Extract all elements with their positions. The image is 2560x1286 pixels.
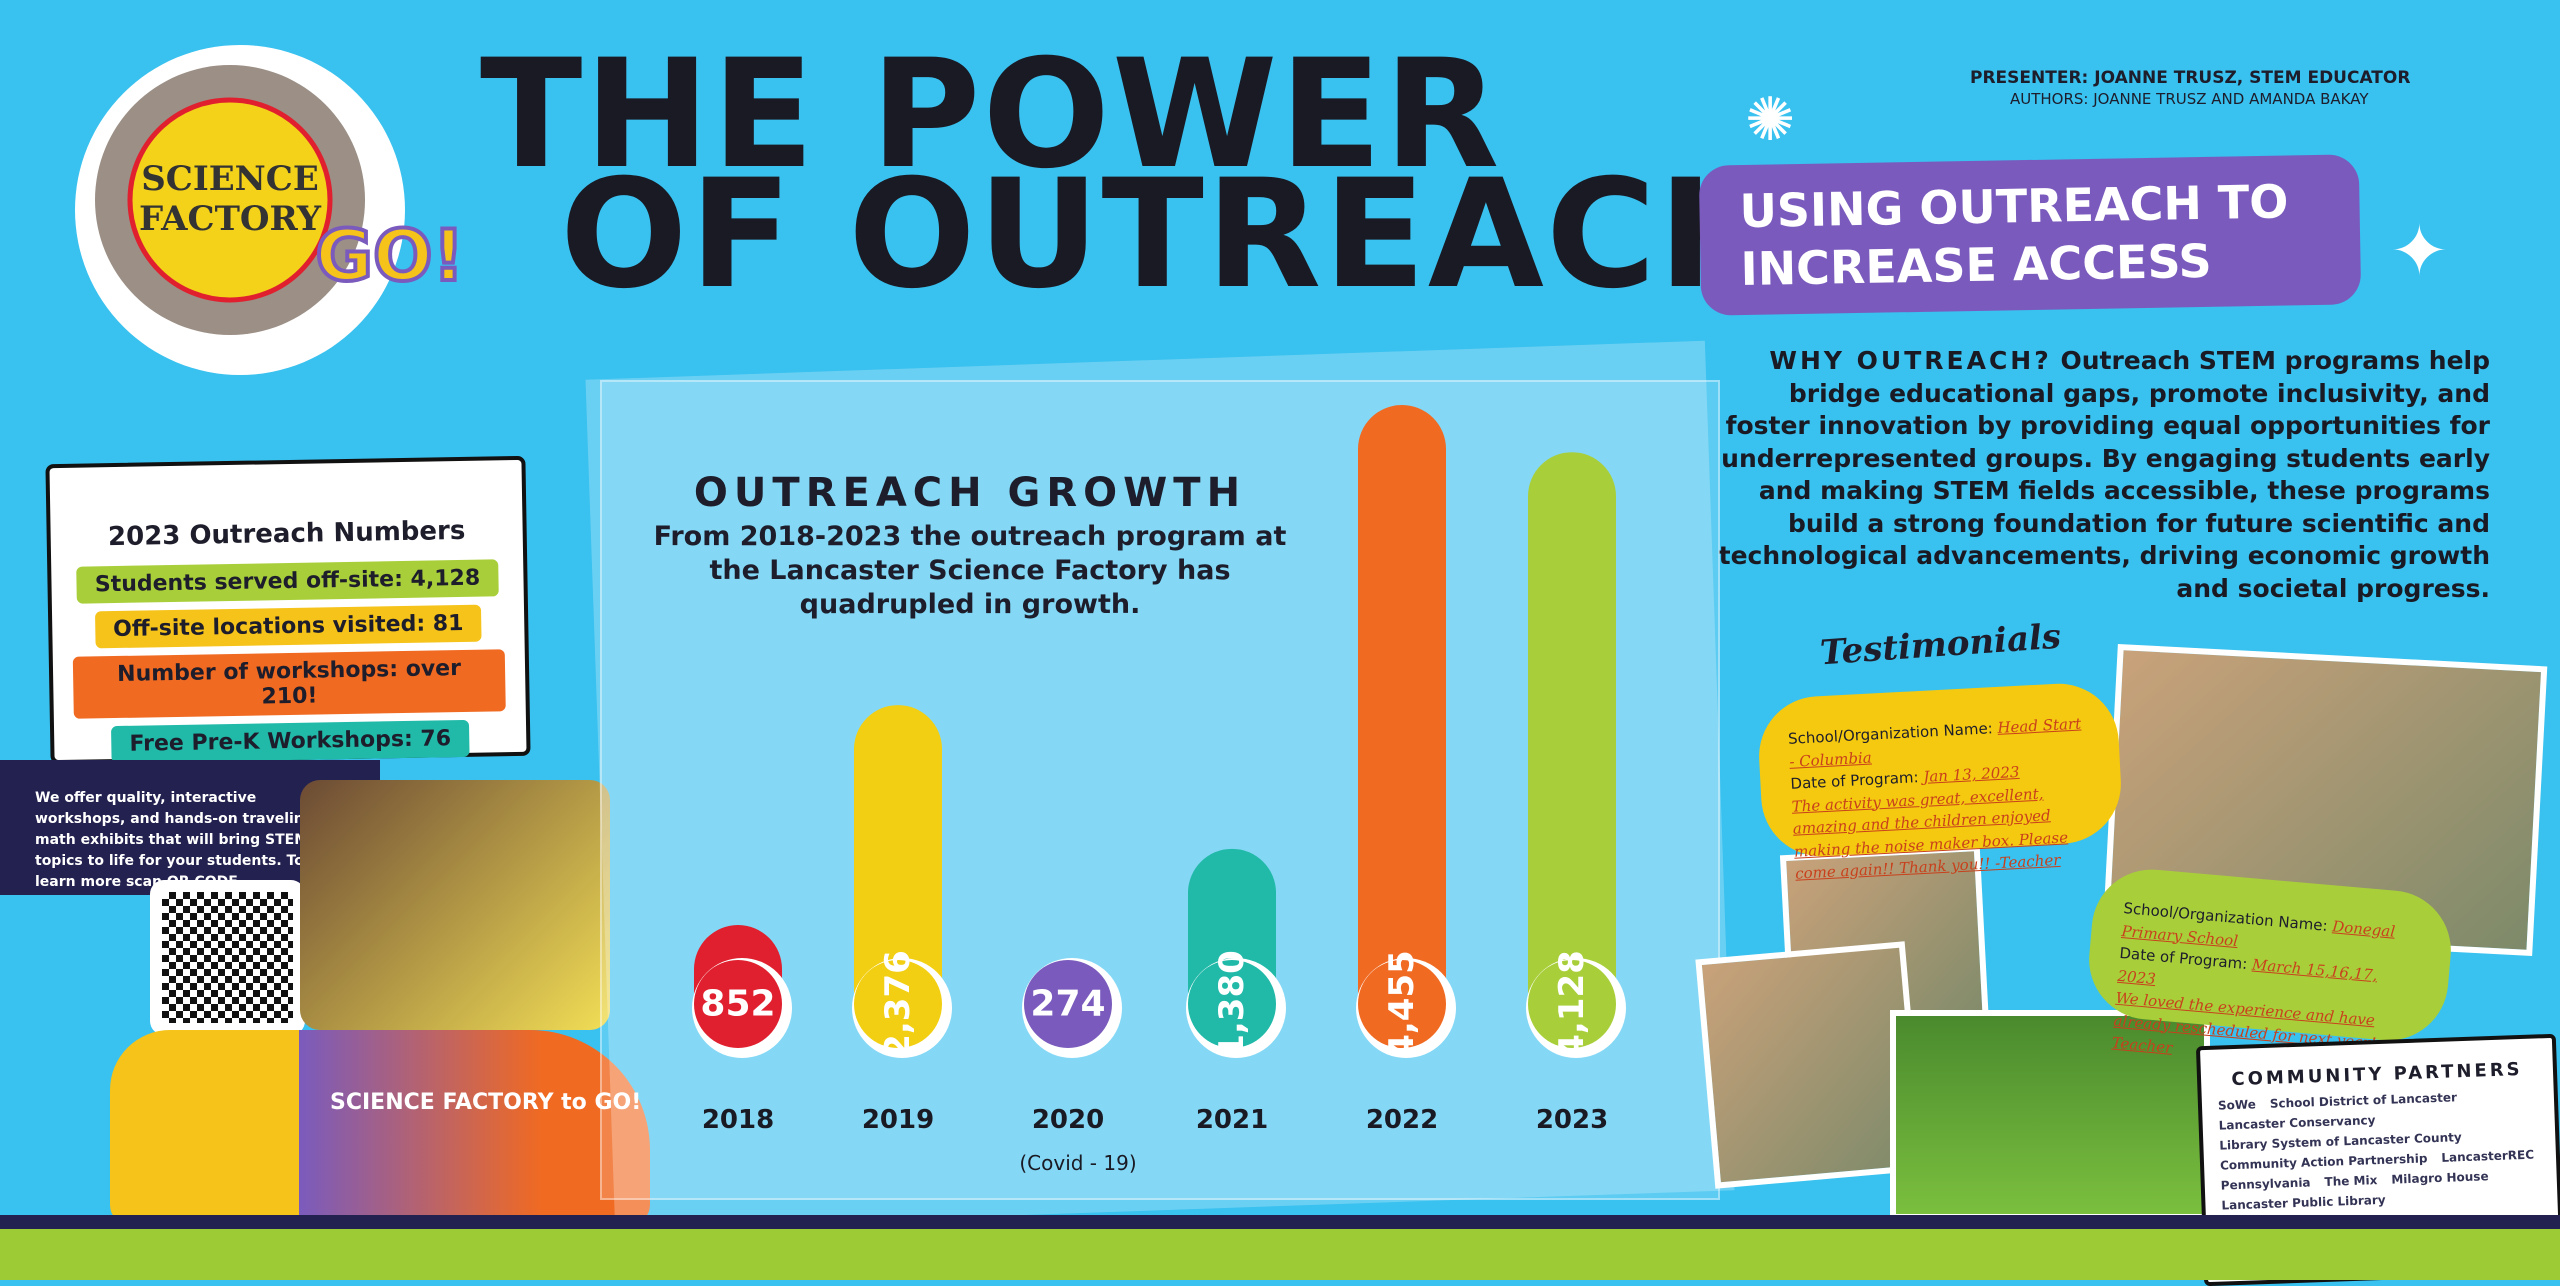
partner-logo: Lancaster Public Library — [2221, 1192, 2386, 1213]
partner-logo: Milagro House — [2391, 1169, 2489, 1187]
svg-text:SCIENCE: SCIENCE — [141, 159, 319, 199]
testimonials-title: Testimonials — [1818, 616, 2063, 674]
chart-title: OUTREACH GROWTH — [693, 470, 1247, 516]
annotation: (Covid - 19) — [1019, 1151, 1136, 1175]
data-label: 4,128 — [1552, 950, 1592, 1058]
stat-item: Free Pre-K Workshops: 76 — [111, 719, 470, 764]
x-tick-label: 2023 — [1536, 1105, 1608, 1135]
x-tick-label: 2019 — [862, 1105, 934, 1135]
bar-cap — [1188, 960, 1276, 1048]
svg-text:GO!: GO! — [316, 215, 465, 297]
subtitle: USING OUTREACH TO INCREASE ACCESS — [1698, 154, 2362, 316]
data-label: 2,376 — [878, 950, 918, 1058]
partners-title: COMMUNITY PARTNERS — [2231, 1058, 2523, 1091]
why-outreach: WHY OUTREACH? Outreach STEM programs hel… — [1700, 345, 2490, 605]
partner-logo: School District of Lancaster — [2269, 1090, 2458, 1111]
bar-cap — [1024, 960, 1112, 1048]
presenter: PRESENTER: JOANNE TRUSZ, STEM EDUCATOR — [1970, 68, 2411, 88]
partner-logo: The Mix — [2324, 1173, 2378, 1189]
chart-subtitle: From 2018-2023 the outreach program at t… — [653, 521, 1287, 620]
bar-cap — [694, 960, 782, 1048]
outreach-numbers-card: 2023 Outreach Numbers Students served of… — [45, 455, 531, 765]
footer-strip — [0, 1215, 2560, 1229]
x-tick-label: 2018 — [702, 1105, 774, 1135]
svg-text:FACTORY: FACTORY — [139, 199, 322, 239]
x-tick-label: 2020 — [1032, 1105, 1104, 1135]
sparkle-icon: ✦ — [2390, 210, 2449, 292]
footer-band — [0, 1229, 2560, 1280]
data-label: 852 — [700, 984, 775, 1025]
partner-logo: Library System of Lancaster County — [2219, 1130, 2462, 1153]
photo-girl-grass — [1890, 1010, 2210, 1220]
stat-item: Students served off-site: 4,128 — [76, 559, 499, 604]
title-line-1: THE POWER — [480, 28, 1502, 202]
stat-item: Off-site locations visited: 81 — [94, 604, 482, 649]
photo-girl-laptop — [300, 780, 610, 1030]
science-factory-logo: SCIENCE FACTORY GO! — [60, 40, 480, 410]
x-tick-label: 2022 — [1366, 1105, 1438, 1135]
bar-2023 — [1528, 452, 1616, 1048]
partner-logo: Community Action Partnership — [2219, 1151, 2428, 1173]
partner-logo: Lancaster Conservancy — [2218, 1113, 2376, 1133]
outreach-van: SCIENCE FACTORY to GO! — [110, 1030, 650, 1225]
bar-cap — [1358, 960, 1446, 1048]
bar-cap — [1528, 960, 1616, 1048]
authors: AUTHORS: JOANNE TRUSZ AND AMANDA BAKAY — [2010, 90, 2369, 108]
partner-logo: Pennsylvania — [2220, 1175, 2311, 1193]
title-line-2: OF OUTREACH: — [560, 148, 1848, 322]
partner-logo: LancasterREC — [2441, 1147, 2535, 1165]
x-tick-label: 2021 — [1196, 1105, 1268, 1135]
qr-code[interactable] — [150, 880, 305, 1035]
flower-icon: ✺ — [1745, 85, 1796, 155]
bar-chart: 852 2018 2,376 2019 274 2020 1,380 2021 4,455 202… — [692, 405, 1626, 1175]
stat-item: Number of workshops: over 210! — [72, 649, 506, 719]
stats-title: 2023 Outreach Numbers — [107, 515, 466, 553]
why-heading: WHY OUTREACH? — [1769, 346, 2052, 375]
why-body: Outreach STEM programs help bridge educa… — [1718, 346, 2490, 603]
testimonial-2: School/Organization Name: Donegal Primar… — [2084, 864, 2456, 1057]
testimonial-1: School/Organization Name: Head Start - C… — [1756, 680, 2124, 883]
data-label: 274 — [1030, 984, 1105, 1025]
data-label: 4,455 — [1382, 950, 1422, 1058]
bar-cap — [854, 960, 942, 1048]
partner-logo: SoWe — [2217, 1097, 2257, 1113]
bar-2022 — [1358, 405, 1446, 1048]
data-label: 1,380 — [1212, 950, 1252, 1058]
